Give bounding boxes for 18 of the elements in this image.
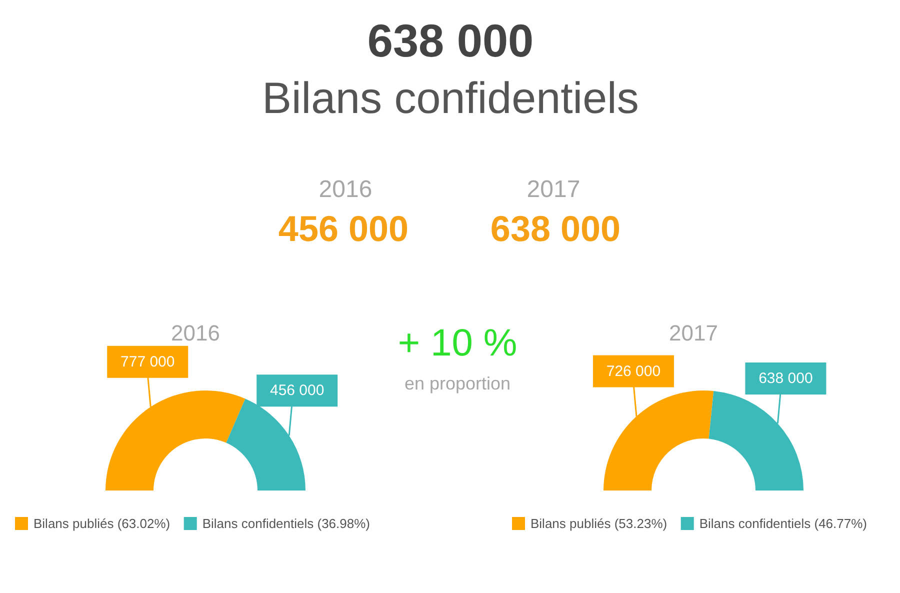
text: 2016: [318, 176, 372, 203]
legend-label: Bilans publiés (63.02%): [34, 516, 170, 531]
text: 638 000: [367, 14, 534, 66]
text: en proportion: [404, 374, 511, 394]
legend-label: Bilans confidentiels (46.77%): [699, 516, 868, 531]
chart-title: 2016: [171, 320, 220, 346]
text: Bilans confidentiels: [262, 74, 639, 123]
legend-label: Bilans confidentiels (36.98%): [202, 516, 370, 531]
data-label: 638 000: [758, 370, 813, 387]
data-label: 456 000: [270, 382, 324, 400]
data-label: 726 000: [606, 362, 661, 380]
chart-title: 2017: [669, 320, 718, 346]
text: + 10 %: [398, 322, 518, 364]
data-label: 777 000: [120, 353, 175, 370]
text: 638 000: [490, 208, 621, 249]
legend-label: Bilans publiés (53.23%): [530, 516, 668, 531]
text: 2017: [526, 176, 580, 203]
text: 456 000: [278, 208, 409, 249]
